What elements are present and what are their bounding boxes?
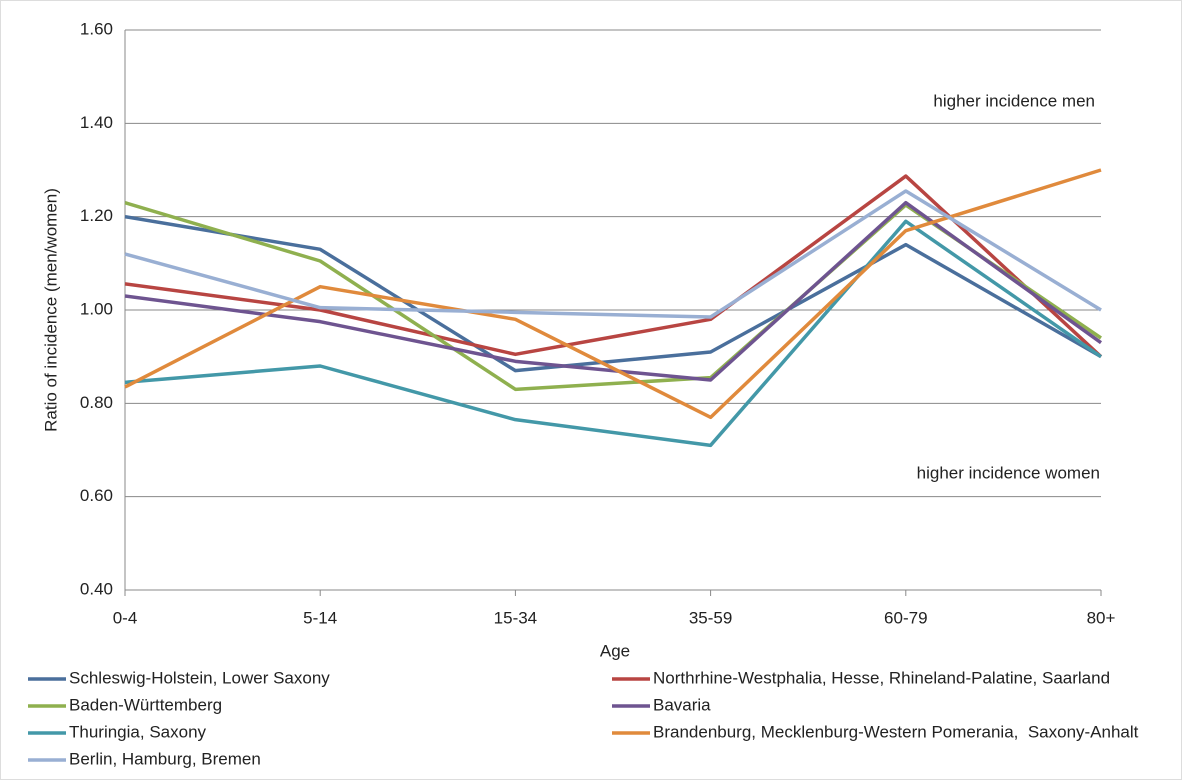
series-line — [124, 174, 1103, 358]
series-line — [124, 168, 1102, 420]
series-line — [124, 214, 1102, 373]
x-tick-label: 0-4 — [113, 608, 138, 627]
series-line — [124, 219, 1102, 448]
y-axis-label: Ratio of incidence (men/women) — [41, 188, 60, 432]
legend-label: Thuringia, Saxony — [69, 722, 207, 741]
annotation: higher incidence men — [933, 91, 1095, 110]
legend-label: Northrhine-Westphalia, Hesse, Rhineland-… — [653, 668, 1110, 687]
x-tick-label: 80+ — [1087, 608, 1116, 627]
x-axis-label: Age — [600, 641, 630, 660]
series-line — [124, 189, 1102, 319]
y-tick-label: 1.40 — [80, 113, 113, 132]
legend-label: Schleswig-Holstein, Lower Saxony — [69, 668, 330, 687]
y-tick-label: 1.60 — [80, 19, 113, 38]
y-tick-label: 0.80 — [80, 393, 113, 412]
legend-label: Brandenburg, Mecklenburg-Western Pomeran… — [653, 722, 1139, 741]
x-tick-label: 35-59 — [689, 608, 732, 627]
series-line — [124, 200, 1103, 382]
x-tick-label: 5-14 — [303, 608, 337, 627]
y-tick-label: 0.40 — [80, 579, 113, 598]
x-tick-label: 15-34 — [494, 608, 537, 627]
legend-label: Baden-Württemberg — [69, 695, 222, 714]
y-tick-label: 0.60 — [80, 486, 113, 505]
legend-label: Berlin, Hamburg, Bremen — [69, 749, 261, 768]
y-tick-label: 1.00 — [80, 299, 113, 318]
x-tick-label: 60-79 — [884, 608, 927, 627]
y-tick-label: 1.20 — [80, 206, 113, 225]
legend-label: Bavaria — [653, 695, 711, 714]
annotation: higher incidence women — [917, 463, 1100, 482]
